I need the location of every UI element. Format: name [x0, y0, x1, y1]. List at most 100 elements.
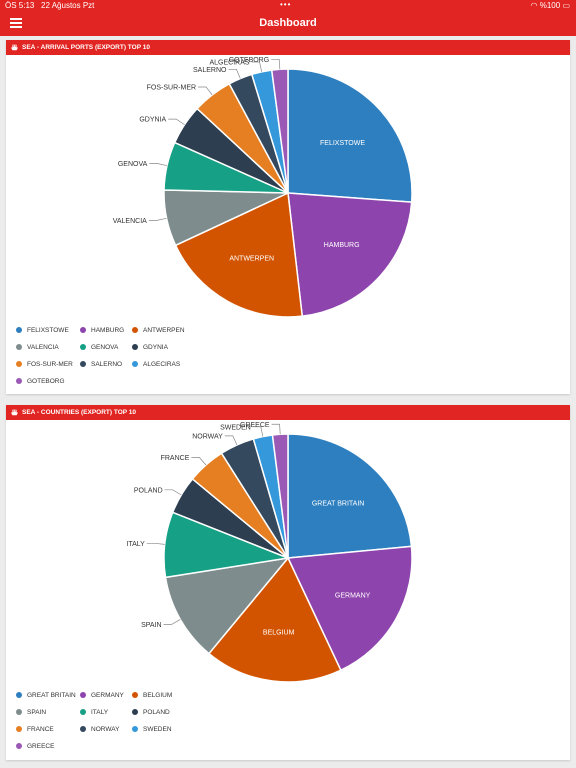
legend-swatch: [16, 378, 22, 384]
ship-icon: [11, 44, 18, 51]
page-title: Dashboard: [259, 17, 317, 29]
menu-icon[interactable]: [10, 18, 22, 30]
slice-label-norway: NORWAY: [192, 433, 223, 440]
legend-item-belgium[interactable]: BELGIUM: [132, 692, 172, 699]
legend-swatch: [132, 726, 138, 732]
legend-label: SALERNO: [91, 361, 123, 368]
pie-slice-antwerpen[interactable]: [174, 191, 304, 318]
leader-line-algeciras: [251, 61, 263, 72]
card-header: SEA - COUNTRIES (EXPORT) TOP 10: [6, 405, 570, 420]
slice-label-france: FRANCE: [161, 455, 190, 462]
legend-item-fos-sur-mer[interactable]: FOS-SUR-MER: [16, 361, 73, 368]
legend-item-italy[interactable]: ITALY: [80, 709, 108, 716]
slice-label-italy: ITALY: [126, 541, 145, 548]
legend-item-antwerpen[interactable]: ANTWERPEN: [132, 327, 185, 334]
slice-label-valencia: VALENCIA: [113, 218, 147, 225]
legend-swatch: [132, 709, 138, 715]
legend-label: GENOVA: [91, 344, 119, 351]
leader-line-poland: [164, 489, 182, 496]
battery-icon: ▭: [562, 1, 570, 10]
legend-label: NORWAY: [91, 726, 120, 733]
legend-label: SPAIN: [27, 709, 47, 716]
pie-slice-greece[interactable]: [271, 433, 289, 559]
legend-label: HAMBURG: [91, 327, 125, 334]
status-bar: ÖS 5:13 22 Ağustos Pzt ••• ◠ %100 ▭: [0, 0, 576, 12]
legend-item-spain[interactable]: SPAIN: [16, 709, 46, 716]
leader-line-valencia: [148, 217, 167, 221]
legend-label: SWEDEN: [143, 726, 172, 733]
pie-slice-belgium[interactable]: [207, 556, 342, 683]
wifi-icon: ◠: [530, 1, 538, 10]
pie-slice-felixstowe[interactable]: [287, 68, 413, 203]
leader-line-italy: [146, 542, 165, 545]
pie-slice-great-britain[interactable]: [287, 433, 413, 559]
leader-line-goteborg: [271, 58, 281, 70]
legend-label: ANTWERPEN: [143, 327, 185, 334]
slice-label-gdynia: GDYNIA: [139, 117, 166, 124]
ship-icon: [11, 409, 18, 416]
countries-chart-card: SEA - COUNTRIES (EXPORT) TOP 10 GREAT BR…: [6, 405, 570, 760]
legend-swatch: [16, 726, 22, 732]
legend-item-sweden[interactable]: SWEDEN: [132, 726, 172, 733]
card-title: SEA - COUNTRIES (EXPORT) TOP 10: [22, 409, 137, 416]
battery-level: %100: [539, 1, 561, 10]
legend-label: ITALY: [91, 709, 109, 716]
pie-slice-hamburg[interactable]: [287, 192, 413, 318]
legend-swatch: [132, 361, 138, 367]
slice-label-spain: SPAIN: [141, 622, 162, 629]
slice-label-goteborg: GOTEBORG: [229, 57, 269, 64]
legend-item-norway[interactable]: NORWAY: [80, 726, 119, 733]
legend-label: BELGIUM: [143, 692, 173, 699]
legend-label: GREAT BRITAIN: [27, 692, 76, 699]
ports-chart-card: SEA - ARRIVAL PORTS (EXPORT) TOP 10 FELI…: [6, 40, 570, 394]
slice-label-sweden: SWEDEN: [220, 424, 251, 431]
countries-pie-chart: GREAT BRITAIN GERMANY BELGIUM SPAIN ITALY POL…: [126, 422, 413, 683]
pie-slice-germany[interactable]: [286, 545, 413, 672]
slice-label-salerno: SALERNO: [193, 67, 227, 74]
slice-label-algeciras: ALGECIRAS: [209, 60, 249, 67]
legend-item-algeciras[interactable]: ALGECIRAS: [132, 361, 180, 368]
legend-item-gdynia[interactable]: GDYNIA: [132, 344, 168, 351]
legend-swatch: [80, 361, 86, 367]
status-dots: •••: [280, 0, 292, 9]
legend-item-genova[interactable]: GENOVA: [80, 344, 118, 351]
card-header: SEA - ARRIVAL PORTS (EXPORT) TOP 10: [6, 40, 570, 55]
legend-item-valencia[interactable]: VALENCIA: [16, 344, 59, 351]
app-header: Dashboard: [0, 12, 576, 36]
slice-label-felixstowe: FELIXSTOWE: [320, 140, 365, 147]
leader-line-france: [191, 457, 207, 466]
legend-label: GOTEBORG: [27, 378, 65, 385]
legend-swatch: [16, 361, 22, 367]
legend-swatch: [16, 709, 22, 715]
leader-line-fos-sur-mer: [198, 86, 213, 96]
status-time-date: ÖS 5:13 22 Ağustos Pzt: [5, 1, 95, 10]
legend-swatch: [16, 743, 22, 749]
legend-item-germany[interactable]: GERMANY: [80, 692, 124, 699]
slice-label-antwerpen: ANTWERPEN: [229, 255, 274, 262]
status-right: ◠ %100 ▭: [531, 1, 570, 10]
legend-label: VALENCIA: [27, 344, 59, 351]
leader-line-salerno: [228, 68, 241, 79]
legend-item-felixstowe[interactable]: FELIXSTOWE: [16, 327, 69, 334]
slice-label-genova: GENOVA: [118, 161, 148, 168]
leader-line-norway: [224, 435, 238, 446]
legend-swatch: [80, 344, 86, 350]
slice-label-poland: POLAND: [134, 487, 163, 494]
legend-label: ALGECIRAS: [143, 361, 181, 368]
legend-item-salerno[interactable]: SALERNO: [80, 361, 122, 368]
legend-label: GERMANY: [91, 692, 124, 699]
legend-item-greece[interactable]: GREECE: [16, 743, 54, 750]
legend-swatch: [16, 344, 22, 350]
legend-item-great-britain[interactable]: GREAT BRITAIN: [16, 692, 76, 699]
legend-swatch: [132, 692, 138, 698]
legend-item-goteborg[interactable]: GOTEBORG: [16, 378, 65, 385]
slice-label-belgium: BELGIUM: [263, 629, 295, 636]
legend-item-poland[interactable]: POLAND: [132, 709, 170, 716]
legend-item-france[interactable]: FRANCE: [16, 726, 54, 733]
legend-swatch: [16, 692, 22, 698]
legend-label: GREECE: [27, 743, 55, 750]
legend-label: POLAND: [143, 709, 170, 716]
legend-swatch: [80, 692, 86, 698]
legend-item-hamburg[interactable]: HAMBURG: [80, 327, 124, 334]
legend-swatch: [80, 726, 86, 732]
